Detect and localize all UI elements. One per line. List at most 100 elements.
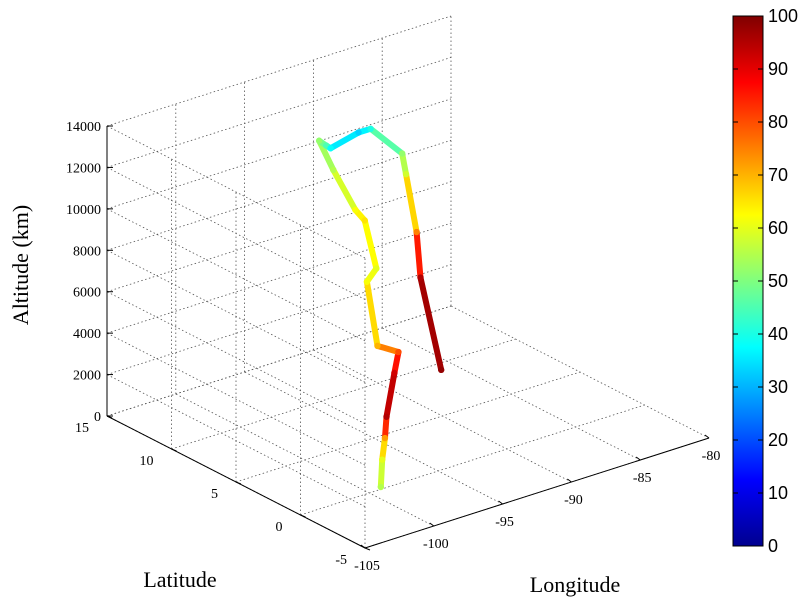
x-axis-ticks: -105 -100 -95 -90 -85 -80: [354, 434, 721, 574]
back-wall-gridline: [106, 264, 452, 375]
floor-gridline: [171, 338, 516, 450]
colorbar-tick-label: 20: [768, 430, 788, 450]
x-tick-mark: [635, 456, 641, 461]
x-tick-mark: [567, 478, 572, 483]
colorbar-tick-label: 70: [768, 165, 788, 185]
x-tick-mark: [429, 522, 435, 527]
z-tick-label: 10000: [66, 203, 101, 218]
x-tick-mark: [704, 434, 710, 439]
y-tick-label: -5: [335, 553, 347, 568]
x-tick-label: -90: [564, 493, 583, 508]
left-wall-gridline: [106, 125, 366, 259]
back-wall-gridline: [106, 57, 452, 168]
trajectory-point: [395, 348, 402, 356]
trajectory-segment: [363, 278, 381, 349]
colorbar-tick-label: 80: [768, 112, 788, 132]
y-axis-ticks: -5 0 5 10 15: [75, 415, 371, 568]
trajectory-point: [379, 456, 386, 463]
left-wall-gridline: [106, 249, 366, 383]
z-tick-label: 14000: [66, 120, 101, 135]
trajectory-point: [391, 369, 398, 377]
trajectory-point: [352, 206, 359, 214]
left-wall-gridline: [106, 332, 366, 466]
x-tick-mark: [498, 500, 503, 505]
trajectory-segment: [399, 150, 410, 178]
y-tick-label: 0: [276, 520, 283, 535]
y-tick-label: 10: [140, 454, 154, 469]
left-wall-gridline: [106, 374, 366, 507]
back-wall-gridline: [106, 305, 452, 417]
trajectory-segment: [383, 369, 398, 420]
y-tick-label: 15: [75, 421, 89, 436]
trajectory-segment: [379, 435, 388, 463]
trajectory-segment: [403, 171, 420, 236]
x-axis-label: Longitude: [530, 572, 620, 597]
left-wall-gridline: [106, 291, 366, 425]
floor-gridline: [235, 371, 581, 483]
trajectory-point: [402, 170, 410, 178]
x-axis-line: [364, 437, 710, 549]
trajectory-point: [377, 483, 385, 491]
trajectory-segment: [327, 129, 362, 152]
y-tick-mark: [106, 415, 113, 419]
left-wall-gridline: [106, 167, 366, 300]
colorbar-ticks: 0 10 20 30 40 50 60 70 80 90 100: [733, 6, 798, 556]
z-tick-label: 8000: [73, 244, 101, 259]
back-wall-gridline: [106, 15, 452, 127]
y-tick-mark: [364, 547, 371, 551]
trajectory-segment: [361, 217, 380, 272]
back-wall-gridline: [106, 139, 452, 251]
z-tick-label: 0: [94, 410, 101, 425]
colorbar-tick-label: 100: [768, 6, 798, 26]
colorbar-tick-label: 0: [768, 536, 778, 556]
trajectory-point: [374, 342, 381, 350]
trajectory-point: [355, 129, 362, 136]
trajectory-point: [367, 125, 374, 133]
colorbar-tick-label: 10: [768, 483, 788, 503]
trajectory-segment: [367, 125, 406, 157]
trajectory-point: [383, 413, 390, 420]
left-wall-gridline: [106, 208, 366, 342]
y-axis-label: Latitude: [143, 567, 216, 592]
x-tick-label: -100: [423, 537, 449, 552]
axes-grid: [106, 15, 710, 549]
z-tick-label: 4000: [73, 327, 101, 342]
trajectory-point: [327, 145, 334, 152]
y-tick-mark: [171, 448, 177, 452]
trajectory-point: [315, 137, 323, 144]
y-tick-mark: [235, 481, 242, 485]
z-axis-label: Altitude (km): [8, 205, 33, 325]
z-tick-label: 6000: [73, 286, 101, 301]
trajectory-point: [330, 166, 337, 174]
colorbar-tick-label: 30: [768, 377, 788, 397]
x-tick-label: -85: [633, 471, 652, 486]
trajectory-segment: [417, 274, 445, 373]
floor-gridline: [300, 404, 645, 516]
trajectory-point: [398, 150, 406, 157]
z-tick-label: 2000: [73, 369, 101, 384]
back-wall-gridline: [106, 222, 452, 334]
y-tick-label: 5: [211, 487, 218, 502]
trajectory-series: [315, 125, 445, 491]
trajectory-point: [437, 366, 445, 374]
trajectory-segment: [330, 166, 359, 213]
trajectory-segment: [374, 342, 402, 356]
trajectory-point: [373, 265, 380, 272]
trajectory-point: [361, 217, 368, 224]
x-tick-label: -105: [354, 559, 380, 574]
x-tick-mark: [360, 544, 366, 549]
back-wall-gridline: [106, 181, 452, 293]
back-wall-gridline: [106, 98, 452, 210]
trajectory-point: [381, 434, 389, 442]
x-tick-label: -80: [702, 449, 721, 464]
y-tick-mark: [300, 514, 306, 518]
colorbar-tick-label: 40: [768, 324, 788, 344]
trajectory-segment: [377, 456, 386, 491]
trajectory-point: [413, 228, 420, 236]
trajectory-point: [363, 278, 371, 285]
colorbar: 0 10 20 30 40 50 60 70 80 90 100: [732, 6, 798, 556]
x-tick-label: -95: [495, 515, 514, 530]
z-axis-ticks: 0 2000 4000 6000 8000 10000 12000 14000: [66, 120, 113, 425]
colorbar-tick-label: 50: [768, 271, 788, 291]
